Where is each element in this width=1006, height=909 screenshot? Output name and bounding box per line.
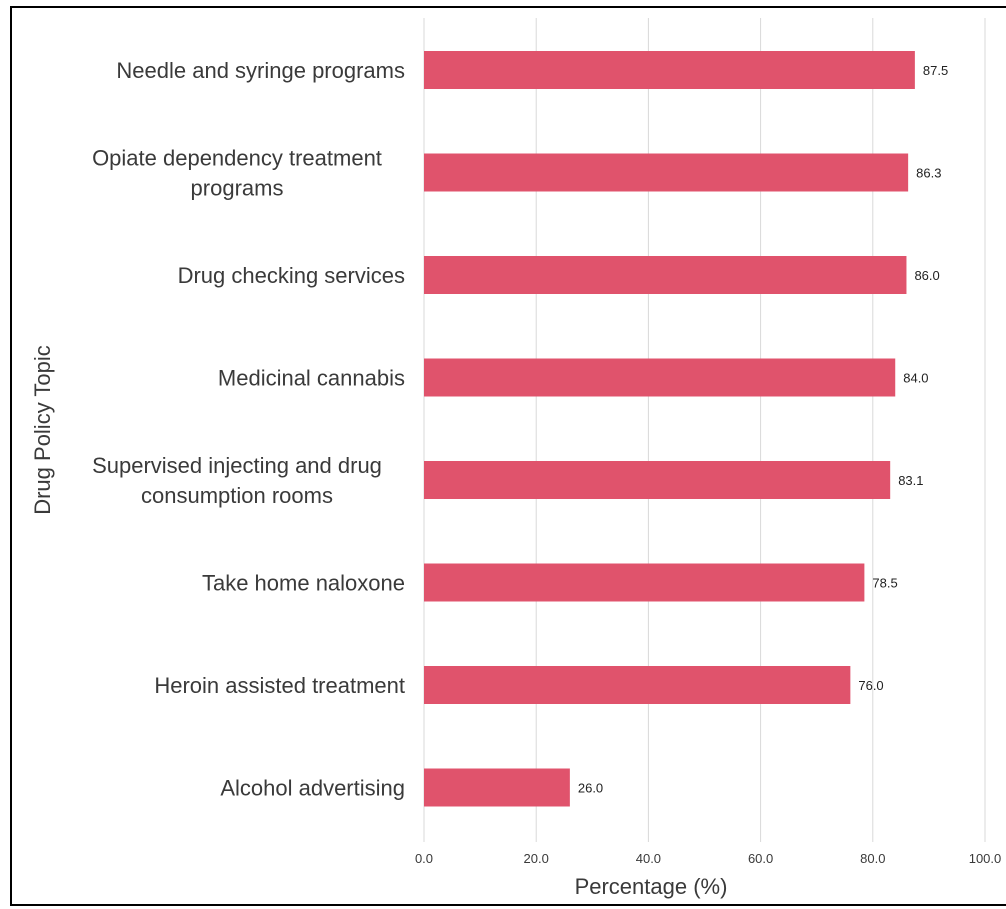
grid-lines — [423, 18, 986, 842]
category-label: Alcohol advertising — [220, 776, 405, 801]
category-label: Opiate dependency treatment programs — [92, 146, 382, 201]
bar — [424, 461, 891, 499]
category-label: Heroin assisted treatment — [154, 673, 405, 698]
x-tick-label: 60.0 — [748, 851, 773, 866]
x-tick-label: 0.0 — [415, 851, 433, 866]
labels: 0.0 20.0 40.0 60.0 80.0 100.0 87.5 Needle and s… — [92, 58, 1001, 866]
x-tick-label: 100.0 — [969, 851, 1002, 866]
x-tick-label: 20.0 — [524, 851, 549, 866]
bar — [424, 358, 896, 397]
category-label: Needle and syringe programs — [116, 58, 405, 83]
category-label: Take home naloxone — [202, 571, 405, 596]
bar — [424, 51, 915, 89]
bar — [424, 768, 570, 807]
bars — [424, 51, 915, 807]
category-label: Supervised injecting and drug consumption… — [92, 453, 382, 508]
bar-value-label: 87.5 — [923, 63, 948, 78]
bar-value-label: 86.3 — [916, 166, 941, 181]
y-axis-title: Drug Policy Topic — [30, 345, 55, 515]
bar-value-label: 78.5 — [872, 576, 897, 591]
bar-value-label: 76.0 — [858, 678, 883, 693]
bar — [424, 153, 909, 192]
x-axis-title: Percentage (%) — [575, 874, 728, 899]
bar-value-label: 83.1 — [898, 473, 923, 488]
bar — [424, 666, 851, 704]
category-label: Drug checking services — [178, 263, 405, 288]
bar — [424, 256, 907, 294]
bar-value-label: 84.0 — [903, 371, 928, 386]
bar-value-label: 86.0 — [914, 268, 939, 283]
category-label: Medicinal cannabis — [218, 366, 405, 391]
x-tick-label: 40.0 — [636, 851, 661, 866]
bar-value-label: 26.0 — [578, 781, 603, 796]
bar — [424, 563, 865, 602]
x-tick-label: 80.0 — [860, 851, 885, 866]
